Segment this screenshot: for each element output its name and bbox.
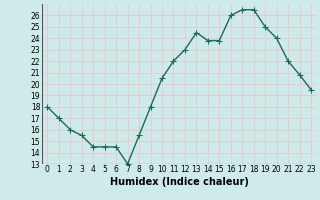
X-axis label: Humidex (Indice chaleur): Humidex (Indice chaleur) (110, 177, 249, 187)
